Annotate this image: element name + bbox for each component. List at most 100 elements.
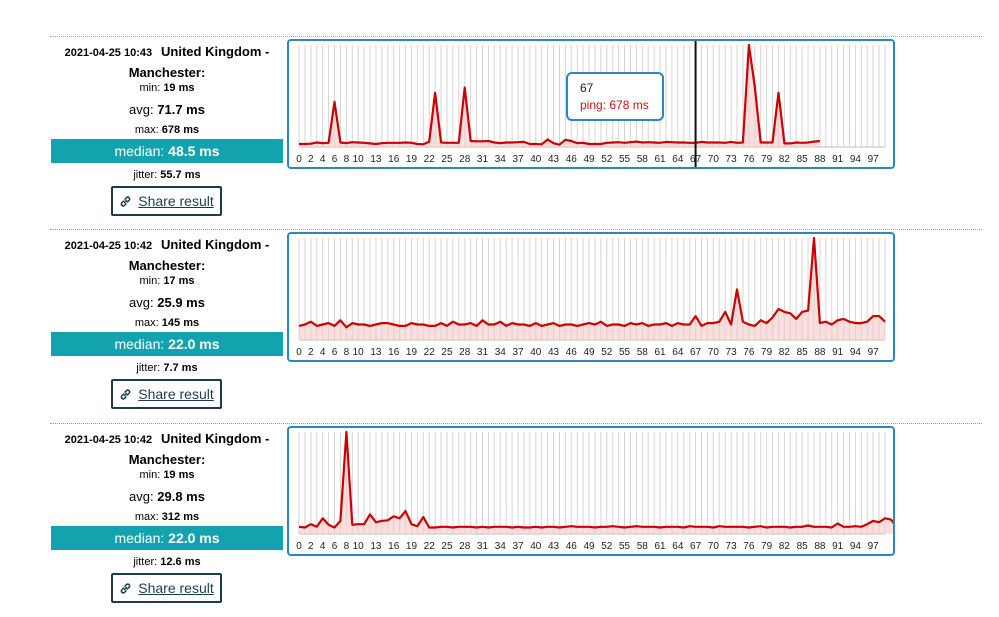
max-label: max: — [135, 317, 159, 329]
jitter-value: 55.7 ms — [160, 169, 200, 181]
x-tick-label: 10 — [353, 347, 365, 358]
x-tick-label: 2 — [308, 154, 314, 165]
x-tick-label: 46 — [566, 541, 578, 552]
x-tick-label: 61 — [655, 541, 667, 552]
x-tick-label: 73 — [726, 154, 738, 165]
min-value: 19 ms — [163, 469, 194, 481]
tooltip-value: ping: 678 ms — [580, 97, 650, 114]
link-icon — [119, 582, 132, 595]
median-label: median: — [114, 143, 164, 159]
result-title: 2021-04-25 10:43 United Kingdom - Manche… — [51, 42, 283, 82]
x-tick-label: 88 — [814, 347, 826, 358]
x-tick-label: 91 — [832, 541, 844, 552]
x-tick-label: 43 — [548, 154, 560, 165]
x-tick-label: 8 — [344, 541, 350, 552]
x-tick-label: 88 — [814, 154, 826, 165]
divider — [50, 229, 982, 230]
x-tick-label: 0 — [296, 541, 302, 552]
min-stat: min: 19 ms — [51, 469, 283, 481]
x-tick-label: 76 — [743, 154, 755, 165]
share-result-button[interactable]: Share result — [111, 573, 222, 603]
x-tick-label: 88 — [814, 541, 826, 552]
max-label: max: — [135, 511, 159, 523]
x-tick-label: 55 — [619, 541, 631, 552]
share-result-button[interactable]: Share result — [111, 186, 222, 216]
timestamp: 2021-04-25 10:42 — [65, 434, 152, 446]
x-tick-label: 46 — [566, 347, 578, 358]
x-tick-label: 94 — [850, 541, 862, 552]
median-label: median: — [114, 336, 164, 352]
result-title: 2021-04-25 10:42 United Kingdom - Manche… — [51, 429, 283, 469]
x-tick-label: 79 — [761, 154, 773, 165]
avg-value: 25.9 ms — [157, 295, 205, 310]
x-tick-label: 13 — [370, 347, 382, 358]
x-tick-label: 82 — [779, 347, 791, 358]
x-tick-label: 28 — [459, 541, 471, 552]
max-stat: max: 312 ms — [51, 511, 283, 523]
x-tick-label: 37 — [512, 347, 524, 358]
jitter-stat: jitter: 12.6 ms — [51, 556, 283, 568]
series-line — [299, 238, 885, 327]
x-tick-label: 34 — [495, 154, 507, 165]
x-tick-label: 67 — [690, 347, 702, 358]
x-tick-label: 64 — [672, 154, 684, 165]
x-tick-label: 0 — [296, 347, 302, 358]
max-label: max: — [135, 124, 159, 136]
jitter-stat: jitter: 55.7 ms — [51, 169, 283, 181]
x-tick-label: 85 — [797, 154, 809, 165]
x-tick-label: 37 — [512, 154, 524, 165]
x-tick-label: 40 — [530, 347, 542, 358]
x-tick-label: 94 — [850, 347, 862, 358]
share-result-button[interactable]: Share result — [111, 379, 222, 409]
x-tick-label: 46 — [566, 154, 578, 165]
x-tick-label: 34 — [495, 541, 507, 552]
x-tick-label: 22 — [424, 347, 436, 358]
divider — [50, 423, 982, 424]
x-tick-label: 16 — [388, 154, 400, 165]
x-tick-label: 82 — [779, 154, 791, 165]
x-tick-label: 91 — [832, 347, 844, 358]
x-tick-label: 19 — [406, 154, 418, 165]
x-tick-label: 79 — [761, 541, 773, 552]
avg-label: avg: — [129, 489, 154, 504]
x-tick-label: 52 — [601, 541, 613, 552]
x-tick-label: 40 — [530, 154, 542, 165]
x-tick-label: 25 — [441, 154, 453, 165]
x-tick-label: 85 — [797, 541, 809, 552]
x-tick-label: 40 — [530, 541, 542, 552]
min-stat: min: 17 ms — [51, 275, 283, 287]
result-block: 2021-04-25 10:42 United Kingdom - Manche… — [0, 229, 999, 423]
x-tick-label: 91 — [832, 154, 844, 165]
x-tick-label: 16 — [388, 541, 400, 552]
min-label: min: — [139, 469, 160, 481]
share-result-label: Share result — [138, 580, 213, 596]
min-label: min: — [139, 82, 160, 94]
min-stat: min: 19 ms — [51, 82, 283, 94]
median-bar: median: 22.0 ms — [51, 332, 283, 356]
x-tick-label: 61 — [655, 347, 667, 358]
x-tick-label: 6 — [332, 154, 338, 165]
x-tick-label: 28 — [459, 154, 471, 165]
x-tick-label: 37 — [512, 541, 524, 552]
link-icon — [119, 195, 132, 208]
jitter-value: 12.6 ms — [160, 556, 200, 568]
x-tick-label: 49 — [583, 347, 595, 358]
x-tick-label: 85 — [797, 347, 809, 358]
x-tick-label: 13 — [370, 154, 382, 165]
jitter-value: 7.7 ms — [163, 362, 197, 374]
x-tick-label: 64 — [672, 541, 684, 552]
divider — [50, 36, 982, 37]
x-tick-label: 10 — [353, 541, 365, 552]
max-value: 678 ms — [162, 124, 199, 136]
tooltip-x: 67 — [580, 80, 650, 97]
x-tick-label: 2 — [308, 541, 314, 552]
jitter-label: jitter: — [133, 556, 157, 568]
median-value: 22.0 ms — [168, 336, 219, 352]
avg-label: avg: — [129, 295, 154, 310]
x-tick-label: 0 — [296, 154, 302, 165]
